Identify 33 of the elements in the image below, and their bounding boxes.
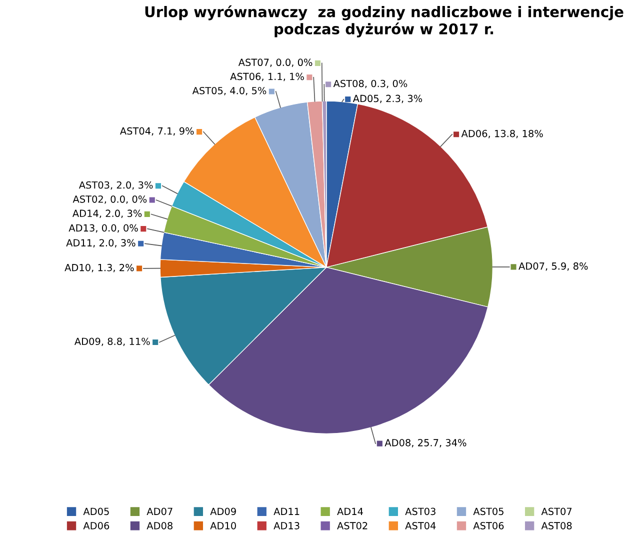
data-label: AD06, 13.8, 18% <box>461 130 543 138</box>
text: AST07, 0.0, 0% <box>238 58 312 68</box>
legend-label: AD14 <box>337 508 363 515</box>
legend-label: AST07 <box>541 508 572 516</box>
data-label: AD11, 2.0, 3% <box>66 239 136 248</box>
legend-label: AST06 <box>473 522 504 530</box>
data-label: AD08, 25.7, 34% <box>384 439 466 448</box>
legend-label: AD08 <box>146 522 172 530</box>
data-label: AST05, 4.0, 5% <box>192 86 266 96</box>
data-label: AD09, 8.8, 11% <box>74 338 150 346</box>
legend-label: AST04 <box>405 522 436 530</box>
legend-label: AD05 <box>83 508 109 516</box>
legend-label: AD07 <box>146 508 172 516</box>
legend-label: AD11 <box>274 508 300 515</box>
text: AST02, 0.0, 0% <box>72 195 147 204</box>
legend-label: AST02 <box>337 522 368 530</box>
data-label: AST04, 7.1, 9% <box>120 127 194 136</box>
chart-title: Urlop wyrównawczy za godziny nadliczbowe i interwencje podczas dyżurów w 2017 r. <box>145 5 624 38</box>
data-label: AST08, 0.3, 0% <box>333 80 408 88</box>
legend-label: AD10 <box>210 522 236 530</box>
legend-label: AST03 <box>405 508 436 516</box>
legend-label: AD06 <box>83 522 110 530</box>
data-label: AD14, 2.0, 3% <box>72 210 142 218</box>
legend-label: AST05 <box>473 508 504 516</box>
data-label: AD07, 5.9, 8% <box>518 262 588 271</box>
text: AD13, 0.0, 0% <box>68 224 138 233</box>
data-label: AST06, 1.1, 1% <box>230 72 304 82</box>
legend-label: AD09 <box>210 508 236 516</box>
data-label: AD10, 1.3, 2% <box>64 264 134 272</box>
data-label: AST03, 2.0, 3% <box>78 181 153 190</box>
data-label: AD05, 2.3, 3% <box>352 94 422 104</box>
legend-label: AST08 <box>541 522 572 530</box>
legend-label: AD13 <box>274 522 300 530</box>
